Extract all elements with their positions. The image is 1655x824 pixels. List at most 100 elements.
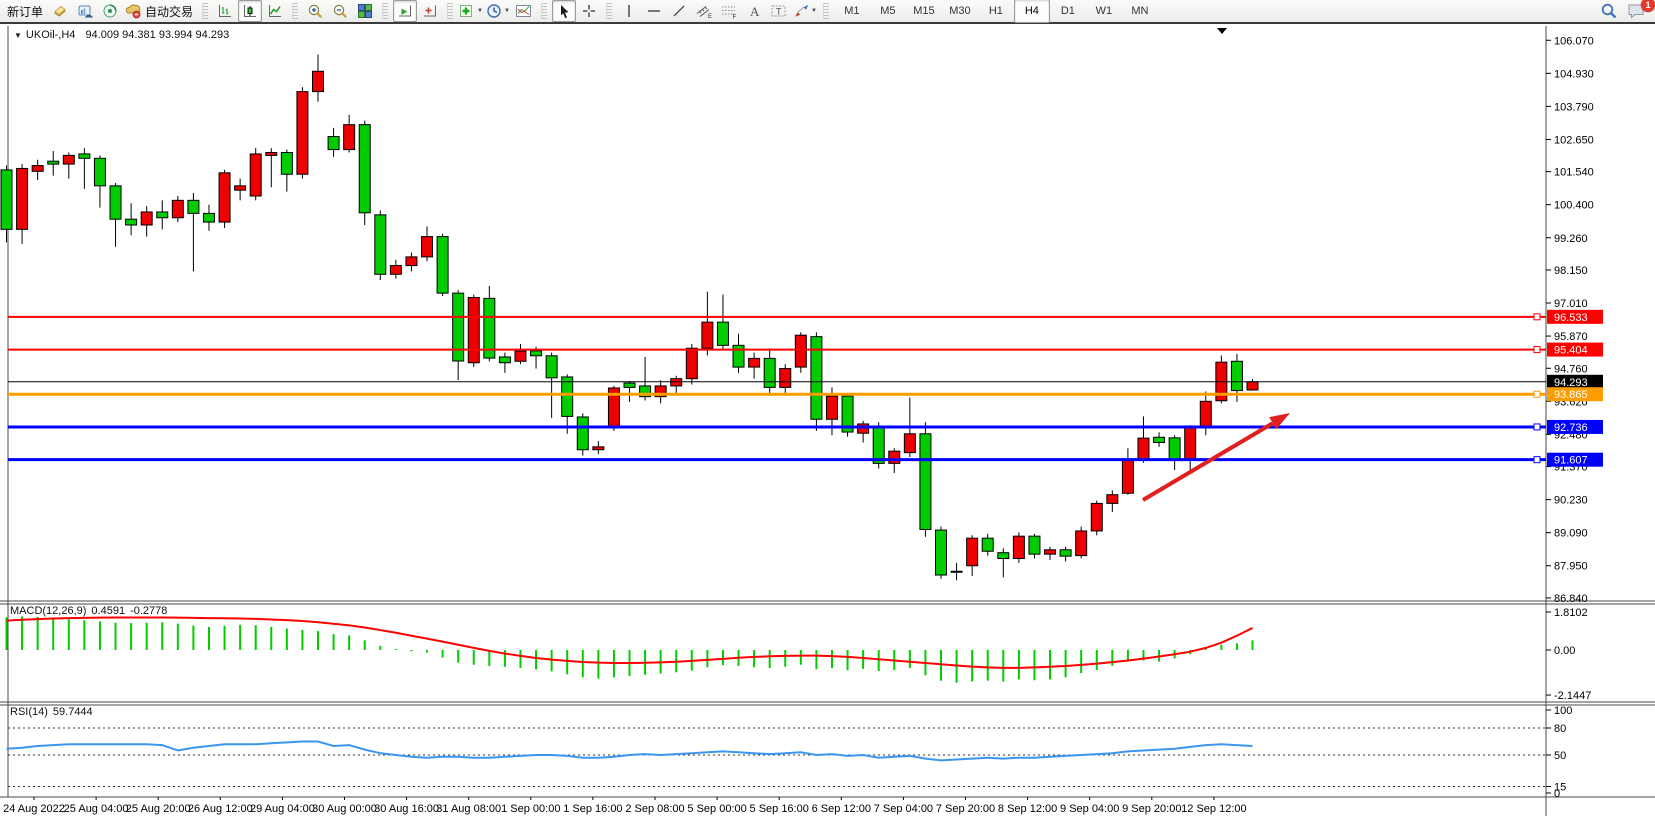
tile-windows-button[interactable] [353,0,377,22]
svg-text:50: 50 [1554,750,1566,762]
svg-text:103.790: 103.790 [1554,101,1594,113]
svg-text:89.090: 89.090 [1554,528,1588,540]
svg-text:5 Sep 16:00: 5 Sep 16:00 [750,803,809,815]
navigator-signal-icon [102,3,118,19]
main-toolbar: 新订单 自动交易 [0,0,1655,24]
svg-text:7 Sep 04:00: 7 Sep 04:00 [874,803,933,815]
text-label-icon: T [770,3,788,19]
horizontal-line-button[interactable] [642,0,666,22]
svg-text:80: 80 [1554,723,1566,735]
svg-text:A: A [750,4,760,19]
text-button[interactable]: A [742,0,766,22]
ohlc-dropdown-icon[interactable]: ▼ [14,31,22,40]
svg-text:0.00: 0.00 [1554,645,1575,657]
data-window-icon [77,3,94,19]
market-watch-button[interactable] [48,0,72,22]
zoom-in-button[interactable] [303,0,327,22]
svg-text:29 Aug 04:00: 29 Aug 04:00 [250,803,315,815]
macd-signal-value: -0.2778 [130,605,168,617]
macd-name: MACD(12,26,9) [10,605,87,617]
svg-text:30 Aug 16:00: 30 Aug 16:00 [374,803,439,815]
crosshair-button[interactable] [577,0,601,22]
horizontal-line-icon [646,3,662,19]
timeframe-button-m30[interactable]: M30 [949,5,971,17]
timeframe-button-m5[interactable]: M5 [880,5,896,17]
chart-shift-marker-icon[interactable] [1217,28,1227,34]
svg-text:5 Sep 00:00: 5 Sep 00:00 [687,803,746,815]
auto-scroll-button[interactable] [393,0,418,22]
svg-text:9 Sep 20:00: 9 Sep 20:00 [1122,803,1181,815]
svg-text:1 Sep 16:00: 1 Sep 16:00 [563,803,622,815]
arrows-button[interactable]: ▼ [792,0,818,22]
macd-value: 0.4591 [91,605,126,617]
tile-windows-icon [357,3,373,19]
notifications-button[interactable]: 1 [1625,0,1655,22]
rsi-axis: 100 80 50 150 [8,705,1572,800]
chart-shift-button[interactable] [418,0,442,22]
svg-text:102.650: 102.650 [1554,134,1594,146]
svg-text:100: 100 [1554,705,1572,717]
candlestick-chart-icon [242,3,258,19]
svg-text:31 Aug 08:00: 31 Aug 08:00 [436,803,501,815]
equidistant-channel-icon: E [695,3,713,19]
chart-ohlc-values: 94.009 94.381 93.994 94.293 [85,29,230,41]
macd-axis: 1.8102 0.00 -2.1447 [1546,607,1591,702]
fibonacci-icon: F [720,3,738,19]
macd-indicator-label: MACD(12,26,9) 0.4591 -0.2778 [10,605,167,617]
data-window-button[interactable] [73,0,97,22]
svg-text:8 Sep 12:00: 8 Sep 12:00 [998,803,1057,815]
templates-button[interactable] [512,0,536,22]
toolbar-separator [605,3,612,19]
toolbar-separator [382,3,389,19]
trendline-button[interactable] [667,0,691,22]
timeframe-button-mn[interactable]: MN [1131,5,1149,17]
new-order-button[interactable]: 新订单 [3,0,47,22]
svg-text:95.870: 95.870 [1554,331,1588,343]
timeframe-button-m15[interactable]: M15 [913,5,935,17]
timeframe-button-m1[interactable]: M1 [844,5,860,17]
text-label-button[interactable]: T [767,0,791,22]
bar-chart-icon [217,3,233,19]
cursor-button[interactable] [551,0,576,22]
search-button[interactable] [1597,0,1621,22]
navigator-button[interactable] [98,0,122,22]
svg-text:101.540: 101.540 [1554,167,1594,179]
trend-arrow[interactable] [1141,413,1290,502]
timeframe-button-h1[interactable]: H1 [988,5,1003,17]
timeframe-button-d1[interactable]: D1 [1060,5,1075,17]
svg-text:87.950: 87.950 [1554,561,1588,573]
candles-layer [0,54,1259,581]
periods-clock-icon [486,3,502,19]
svg-text:97.010: 97.010 [1554,298,1588,310]
svg-text:9 Sep 04:00: 9 Sep 04:00 [1060,803,1119,815]
toolbar-separator [202,3,209,19]
vertical-line-button[interactable] [617,0,641,22]
svg-text:0: 0 [1554,788,1560,800]
bar-chart-button[interactable] [213,0,237,22]
svg-text:86.840: 86.840 [1554,593,1588,605]
svg-text:E: E [708,14,712,19]
fibonacci-button[interactable]: F [717,0,741,22]
svg-text:F: F [732,15,736,20]
line-chart-button[interactable] [263,0,287,22]
periods-button[interactable]: ▼ [485,0,511,22]
auto-trading-button[interactable]: 自动交易 [123,0,197,22]
timeframe-toolbar: M1 M5 M15 M30 H1 H4 D1 W1 MN [834,0,1158,23]
svg-text:92.736: 92.736 [1554,422,1588,434]
add-indicator-button[interactable]: ▼ [458,0,484,22]
zoom-out-button[interactable] [328,0,352,22]
equidistant-channel-button[interactable]: E [692,0,716,22]
vertical-line-icon [621,3,637,19]
chart-shift-icon [422,3,438,19]
svg-text:1.8102: 1.8102 [1554,607,1588,619]
svg-text:93.865: 93.865 [1554,389,1588,401]
timeframe-button-h4[interactable]: H4 [1013,0,1050,23]
candlestick-chart-button[interactable] [238,0,263,22]
search-icon [1600,2,1618,20]
timeframe-button-w1[interactable]: W1 [1095,5,1113,17]
auto-trading-globe-icon [124,3,142,19]
svg-text:25 Aug 04:00: 25 Aug 04:00 [64,803,129,815]
